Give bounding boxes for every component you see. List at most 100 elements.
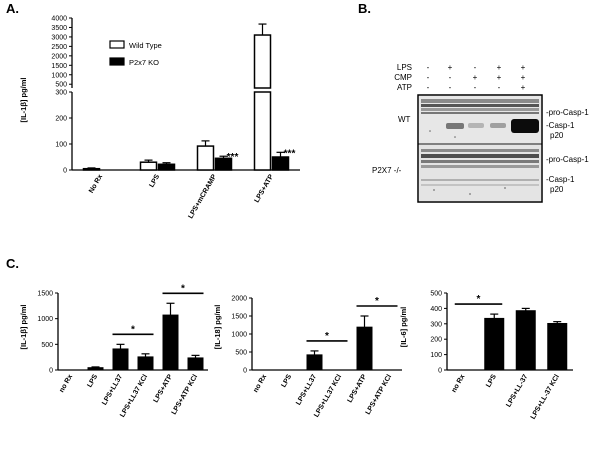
chart-c1-significance-0: * [131, 324, 135, 335]
chart-a-ytick-label-upper-0: 500 [55, 82, 67, 89]
chart-c3-ytick-label-4: 400 [430, 306, 442, 313]
blot-band-p20-wt: p20 [550, 131, 564, 140]
chart-a-legend: Wild Type P2x7 KO [109, 40, 162, 67]
chart-c3-significance-0: * [477, 294, 481, 305]
chart-c2-ytick-label-0: 0 [243, 368, 247, 375]
chart-a-significance-0: *** [227, 152, 239, 163]
chart-c1-ytick-label-2: 1000 [37, 316, 53, 323]
chart-a-ytick-label-upper-7: 4000 [51, 16, 67, 23]
chart-a-ytick-label-upper-3: 2000 [51, 53, 67, 60]
panel-letter-a: A. [6, 1, 19, 16]
legend-label-p2x7-ko: P2x7 KO [129, 58, 159, 67]
chart-c2-ytick-label-2: 1000 [231, 332, 247, 339]
chart-c3-bar-1 [484, 317, 505, 371]
blot-image-p2x7 [419, 145, 541, 201]
chart-a-category-2: LPS+mCRAMP [187, 173, 218, 220]
chart-c2-category-1: LPS [280, 373, 293, 389]
blot-row-label-wt: WT [398, 115, 411, 124]
chart-a-ytick-label-upper-5: 3000 [51, 34, 67, 41]
chart-c2-bar-2 [306, 354, 323, 371]
chart-c1-bar-1 [87, 367, 104, 371]
chart-a-ytick-label-lower-2: 200 [55, 116, 67, 123]
chart-a-category-1: LPS [148, 173, 161, 189]
chart-a-ytick-label-upper-2: 1500 [51, 63, 67, 70]
blot-sign-1-0: - [427, 73, 430, 82]
chart-c2-ytick-label-1: 500 [235, 350, 247, 357]
legend-swatch-p2x7-ko [109, 57, 125, 66]
blot-treatments: LPS - + - + +CMP - - + + +ATP - - - - + [394, 63, 525, 92]
chart-c1-bar-2 [112, 348, 129, 371]
chart-c2-category-3: LPS+LL37 KCl [313, 373, 343, 418]
blot-band-pro-casp1-p2x7: -pro-Casp-1 [546, 155, 589, 164]
chart-a-bar-0-1 [139, 161, 158, 171]
chart-c2-category-4: LPS+ATP [347, 373, 369, 404]
chart-c3-category-1: LPS [485, 373, 498, 389]
chart-a-ytick-label-lower-3: 300 [55, 90, 67, 97]
chart-c3: [IL-6] pg/ml 0 100 200 300 400 500 no Rx LPS LPS… [399, 291, 573, 421]
chart-c1-category-3: LPS+LL37 KCl [119, 373, 149, 418]
blot-band-pro-casp1-wt: -pro-Casp-1 [546, 108, 589, 117]
chart-a-bar-0-2 [196, 145, 215, 171]
chart-c2-significance-0: * [325, 331, 329, 342]
blot-image-wt [419, 96, 541, 143]
chart-a-category-3: LPS+ATP [254, 173, 276, 204]
blot-band-casp1-p2x7: -Casp-1 [546, 175, 575, 184]
chart-a-significance: *** *** [227, 148, 296, 163]
chart-a-ytick-label-upper-6: 3500 [51, 25, 67, 32]
chart-a-ytick-label-lower-1: 100 [55, 142, 67, 149]
blot-sign-1-3: + [497, 73, 502, 82]
chart-c1-category-5: LPS+ATP KCl [171, 373, 200, 416]
chart-c2-category-2: LPS+LL37 [295, 373, 318, 406]
blot-sign-2-4: + [521, 83, 526, 92]
blot-sign-0-3: + [497, 63, 502, 72]
chart-c3-category-0: no Rx [451, 373, 467, 393]
chart-c3-ytick-label-1: 100 [430, 352, 442, 359]
chart-a-bars [82, 23, 290, 171]
blot-row-label-p2x7: P2X7 -/- [372, 166, 402, 175]
chart-c2-bar-4 [356, 326, 373, 371]
panel-letter-b: B. [358, 1, 371, 16]
western-blot: LPS - + - + +CMP - - + + +ATP - - - - + WT -pro-Casp-1 … [372, 63, 589, 203]
chart-c1-category-4: LPS+ATP [153, 373, 175, 404]
blot-treatment-label-0: LPS [397, 63, 412, 72]
chart-c2-ytick-label-3: 1500 [231, 314, 247, 321]
chart-a-bar-0-3-lower [253, 91, 272, 171]
blot-sign-1-2: + [473, 73, 478, 82]
chart-c1-ylabel: [IL-1β] pg/ml [19, 305, 28, 350]
chart-c3-ytick-label-5: 500 [430, 291, 442, 298]
chart-a-ytick-label-upper-1: 1000 [51, 72, 67, 79]
chart-c1-bar-3 [137, 356, 154, 371]
blot-sign-1-1: - [449, 73, 452, 82]
blot-sign-2-2: - [474, 83, 477, 92]
chart-c3-ytick-label-0: 0 [438, 368, 442, 375]
chart-a-ylabel: [IL-1β] pg/ml [19, 78, 28, 123]
blot-sign-1-4: + [521, 73, 526, 82]
blot-sign-0-0: - [427, 63, 430, 72]
blot-treatment-label-2: ATP [397, 83, 412, 92]
chart-c1-ytick-label-1: 500 [41, 342, 53, 349]
chart-c1-category-1: LPS [86, 373, 99, 389]
chart-c3-bar-3 [547, 322, 568, 371]
chart-c2-significance-1: * [375, 296, 379, 307]
chart-a-category-0: No Rx [88, 173, 104, 194]
legend-label-wild-type: Wild Type [129, 41, 162, 50]
blot-sign-0-2: - [474, 63, 477, 72]
chart-a-bar-0-0 [82, 167, 101, 171]
blot-band-casp1-wt: -Casp-1 [546, 121, 575, 130]
chart-c3-category-3: LPS+LL-37 KCl [530, 373, 561, 420]
chart-a-bar-1-1 [157, 163, 176, 171]
chart-c1-category-0: no Rx [58, 373, 74, 393]
chart-c3-ylabel: [IL-6] pg/ml [399, 307, 408, 347]
chart-c3-ytick-label-2: 200 [430, 337, 442, 344]
chart-a-bar-0-3 [253, 34, 272, 89]
chart-c1-bar-4 [162, 314, 179, 371]
blot-treatment-label-1: CMP [394, 73, 412, 82]
blot-frame [417, 94, 543, 203]
chart-c1-bar-5 [187, 357, 204, 371]
blot-sign-0-4: + [521, 63, 526, 72]
